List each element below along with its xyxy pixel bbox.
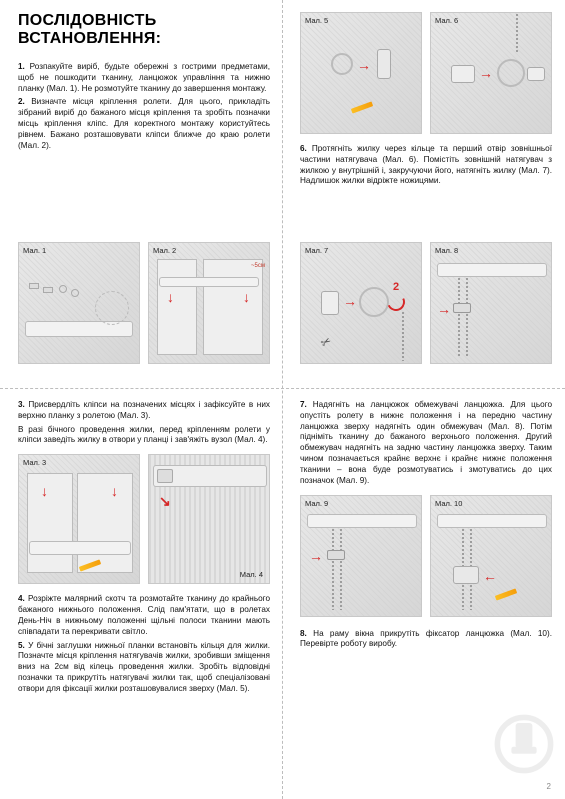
page-title: ПОСЛІДОВНІСТЬ ВСТАНОВЛЕННЯ:	[18, 12, 270, 48]
step-1: 1. Розпакуйте виріб, будьте обережні з г…	[18, 62, 270, 94]
fig-7: Мал. 7 → 2 ✂	[300, 242, 422, 364]
fig-3: Мал. 3 ↓ ↓	[18, 454, 140, 584]
step-3a: 3. Присвердліть кліпси на позначених міс…	[18, 400, 270, 422]
watermark-icon	[489, 709, 559, 779]
fig-5: Мал. 5 →	[300, 12, 422, 134]
step-2: 2. Визначте місця кріплення ролети. Для …	[18, 97, 270, 151]
step-6: 6. Протягніть жилку через кільце та перш…	[300, 144, 552, 187]
fig-6: Мал. 6 →	[430, 12, 552, 134]
step-7: 7. Надягніть на ланцюжок обмежувачі ланц…	[300, 400, 552, 487]
step-3b: В разі бічного проведення жилки, перед к…	[18, 425, 270, 447]
fig-2: Мал. 2 ↓ ↓ ~5см	[148, 242, 270, 364]
fig-4: ↘ Мал. 4	[148, 454, 270, 584]
step-4: 4. Розріжте малярний скотч та розмотайте…	[18, 594, 270, 637]
fig-9: Мал. 9 →	[300, 495, 422, 617]
step-5: 5. У бічні заглушки нижньої планки встан…	[18, 641, 270, 695]
step-8: 8. На раму вікна прикрутіть фіксатор лан…	[300, 629, 552, 651]
fig-8: Мал. 8 →	[430, 242, 552, 364]
fig-10: Мал. 10 ←	[430, 495, 552, 617]
page-number: 2	[547, 782, 551, 791]
fig-1: Мал. 1	[18, 242, 140, 364]
